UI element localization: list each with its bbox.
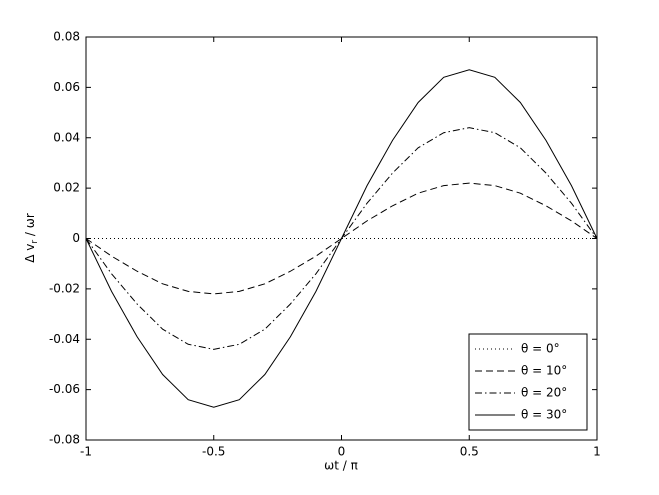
legend-label: θ = 0° [521,342,560,356]
x-tick-label: -0.5 [202,445,225,459]
y-tick-label: 0.08 [53,30,80,44]
x-tick-label: 1 [593,445,601,459]
y-tick-label: 0.04 [53,130,80,144]
y-tick-label: -0.02 [49,281,80,295]
y-axis-label-rest: / ωr [23,213,37,240]
y-tick-label: -0.06 [49,382,80,396]
series-line [85,182,598,295]
y-tick-label: 0.02 [53,181,80,195]
y-axis-label-main: Δ v [23,244,37,263]
legend-box [468,333,588,431]
x-tick-label: 0.5 [460,445,479,459]
y-axis-label: Δ vr / ωr [23,213,40,263]
legend-label: θ = 20° [521,386,567,400]
y-tick-label: 0.06 [53,80,80,94]
y-tick-label: -0.08 [49,433,80,447]
legend-label: θ = 30° [521,408,567,422]
x-axis-label: ωt / π [324,459,358,473]
x-tick-label: -1 [80,445,92,459]
x-tick-label: 0 [338,445,346,459]
y-axis-label-sub: r [30,240,40,244]
y-tick-label: -0.04 [49,332,80,346]
y-tick-label: 0 [72,231,80,245]
series-line [85,69,598,408]
legend: θ = 0° θ = 10° θ = 20° θ = 30° [468,333,588,431]
legend-label: θ = 10° [521,364,567,378]
